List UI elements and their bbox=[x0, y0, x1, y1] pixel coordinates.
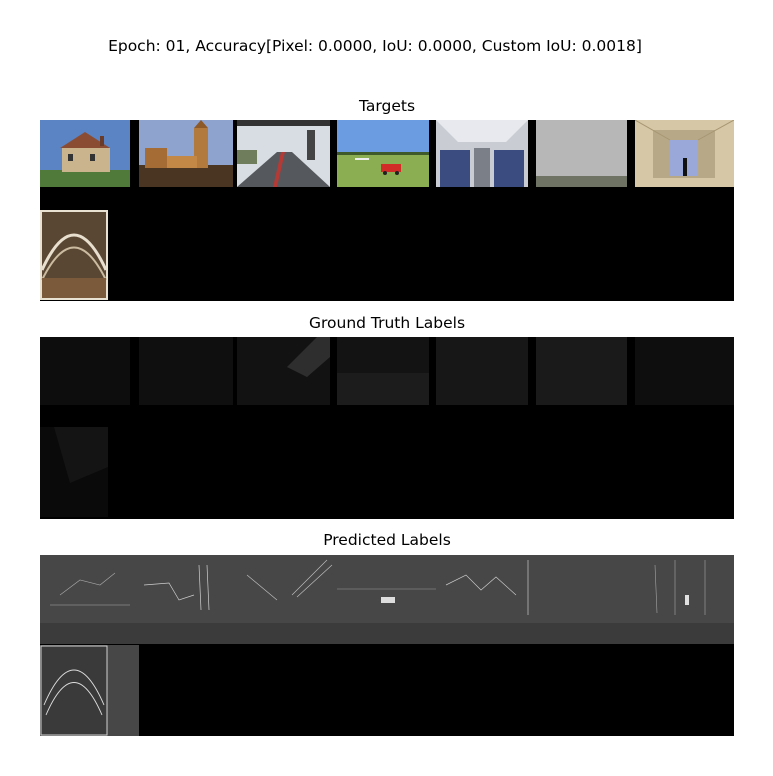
target-image-house bbox=[40, 120, 130, 187]
ground-truth-tile bbox=[40, 427, 108, 517]
target-image-church bbox=[139, 120, 233, 187]
predicted-tile bbox=[40, 555, 139, 623]
ground-truth-tile bbox=[40, 337, 130, 405]
predicted-tile bbox=[237, 555, 337, 623]
predicted-tile bbox=[139, 555, 237, 623]
target-image-airplane-cabin bbox=[436, 120, 528, 187]
ground-truth-grid bbox=[40, 337, 734, 519]
target-image-fog bbox=[536, 120, 627, 187]
predicted-tile bbox=[436, 555, 535, 623]
target-image-corridor bbox=[635, 120, 734, 187]
predicted-title: Predicted Labels bbox=[323, 531, 451, 549]
targets-title: Targets bbox=[358, 97, 416, 115]
target-image-airfield bbox=[337, 120, 429, 187]
predicted-tile bbox=[40, 645, 139, 736]
figure-suptitle: Epoch: 01, Accuracy[Pixel: 0.0000, IoU: … bbox=[108, 37, 642, 55]
ground-truth-tile bbox=[436, 337, 528, 405]
targets-grid bbox=[40, 120, 734, 301]
target-image-road bbox=[237, 120, 330, 187]
target-image-arched-structure bbox=[40, 210, 108, 300]
ground-truth-title: Ground Truth Labels bbox=[308, 314, 466, 332]
predicted-tile bbox=[337, 555, 436, 623]
predicted-tile bbox=[535, 555, 635, 623]
ground-truth-tile bbox=[635, 337, 734, 405]
ground-truth-tile bbox=[536, 337, 627, 405]
predicted-grid bbox=[40, 555, 734, 736]
ground-truth-tile bbox=[237, 337, 330, 405]
ground-truth-tile bbox=[139, 337, 233, 405]
predicted-tile bbox=[635, 555, 734, 623]
ground-truth-tile bbox=[337, 337, 429, 405]
